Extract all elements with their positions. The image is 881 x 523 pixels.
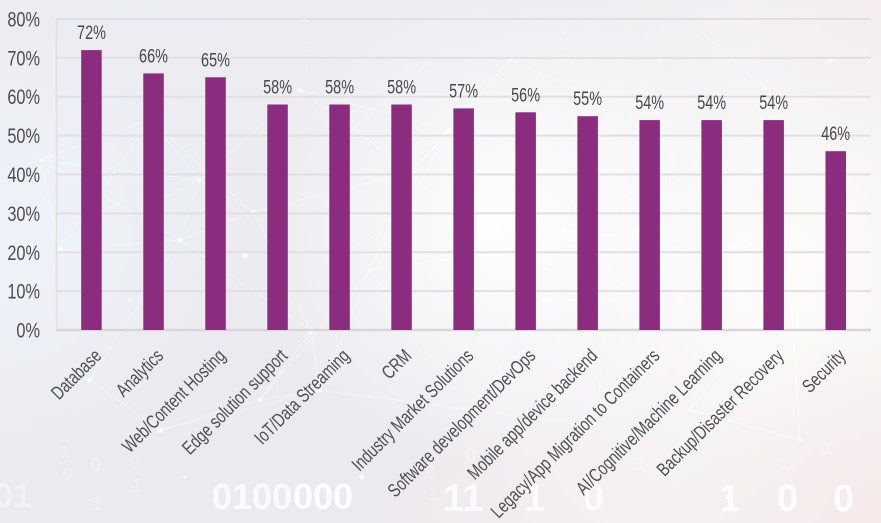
svg-text:1: 1 xyxy=(635,453,646,475)
svg-text:Edge solution support: Edge solution support xyxy=(178,345,292,459)
svg-text:1: 1 xyxy=(132,476,142,496)
svg-text:0%: 0% xyxy=(16,319,40,343)
svg-text:1: 1 xyxy=(60,442,70,462)
svg-text:20%: 20% xyxy=(7,242,40,266)
svg-text:1: 1 xyxy=(780,454,790,474)
svg-text:0: 0 xyxy=(560,21,569,38)
svg-text:0: 0 xyxy=(62,464,72,484)
svg-text:Security: Security xyxy=(798,345,850,397)
svg-text:80%: 80% xyxy=(7,8,40,32)
svg-text:1: 1 xyxy=(167,71,176,88)
svg-text:58%: 58% xyxy=(387,77,416,98)
svg-text:1: 1 xyxy=(427,484,437,504)
svg-text:65%: 65% xyxy=(201,49,230,70)
svg-text:1: 1 xyxy=(300,15,309,32)
svg-text:0100: 0100 xyxy=(212,476,292,517)
svg-text:40%: 40% xyxy=(7,164,40,188)
svg-text:50%: 50% xyxy=(7,125,40,149)
svg-text:58%: 58% xyxy=(263,77,292,98)
svg-text:000: 000 xyxy=(293,476,353,517)
svg-text:46%: 46% xyxy=(821,123,850,144)
svg-text:0: 0 xyxy=(130,452,140,472)
svg-text:0: 0 xyxy=(833,478,854,520)
svg-text:56%: 56% xyxy=(511,84,540,105)
svg-text:0: 0 xyxy=(90,455,101,477)
svg-text:0: 0 xyxy=(545,454,555,474)
svg-text:30%: 30% xyxy=(7,203,40,227)
svg-text:57%: 57% xyxy=(449,81,478,102)
svg-text:54%: 54% xyxy=(635,92,664,113)
svg-text:1: 1 xyxy=(562,45,571,62)
svg-text:1: 1 xyxy=(688,57,697,74)
svg-text:Database: Database xyxy=(47,345,106,404)
svg-text:72%: 72% xyxy=(77,22,106,43)
svg-text:Analytics: Analytics xyxy=(112,345,168,401)
svg-text:1: 1 xyxy=(719,478,740,520)
svg-text:CRM: CRM xyxy=(377,345,415,383)
svg-text:54%: 54% xyxy=(759,92,788,113)
svg-text:0: 0 xyxy=(465,445,476,467)
svg-text:70%: 70% xyxy=(7,47,40,71)
svg-text:10%: 10% xyxy=(7,281,40,305)
svg-text:0: 0 xyxy=(777,478,798,520)
svg-text:0: 0 xyxy=(820,439,830,459)
svg-text:11: 11 xyxy=(443,478,483,520)
svg-text:60%: 60% xyxy=(7,86,40,110)
svg-text:55%: 55% xyxy=(573,88,602,109)
svg-text:0: 0 xyxy=(300,63,309,80)
svg-text:66%: 66% xyxy=(139,46,168,67)
svg-text:0: 0 xyxy=(302,39,311,56)
svg-text:0: 0 xyxy=(425,462,435,482)
svg-text:58%: 58% xyxy=(325,77,354,98)
svg-text:01: 01 xyxy=(0,477,32,515)
svg-text:0: 0 xyxy=(583,477,604,519)
svg-text:0: 0 xyxy=(165,47,174,64)
svg-text:0: 0 xyxy=(690,81,699,98)
svg-text:54%: 54% xyxy=(697,92,726,113)
svg-text:1: 1 xyxy=(92,493,103,515)
svg-text:1: 1 xyxy=(524,478,545,520)
